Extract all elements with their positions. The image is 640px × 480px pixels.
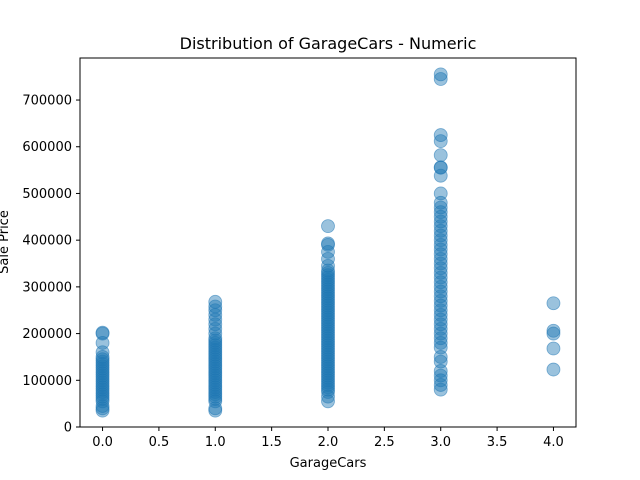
scatter-point [321, 236, 335, 251]
scatter-point [208, 331, 223, 346]
y-tick-label: 500000 [22, 187, 72, 202]
scatter-point [95, 345, 110, 360]
y-axis-label: Sale Price [0, 210, 12, 274]
scatter-point [208, 401, 223, 416]
scatter-point [95, 350, 110, 364]
x-tick-label: 3.5 [487, 435, 508, 450]
scatter-point [433, 293, 448, 308]
scatter-point [433, 128, 448, 142]
scatter-point [433, 200, 448, 215]
scatter-point [433, 312, 448, 327]
x-tick-label: 2.0 [318, 435, 339, 450]
x-tick-label: 1.0 [205, 435, 226, 450]
y-tick-label: 0 [64, 421, 72, 436]
scatter-point [433, 322, 448, 336]
scatter-point [433, 284, 448, 299]
scatter-point [546, 323, 561, 338]
scatter-point [433, 242, 448, 257]
scatter-point [433, 326, 448, 341]
scatter-point [208, 317, 223, 332]
scatter-point [433, 270, 448, 285]
y-tick-label: 300000 [22, 280, 72, 295]
scatter-point [208, 294, 223, 309]
scatter-point [433, 331, 448, 346]
y-tick-label: 200000 [22, 327, 72, 342]
scatter-point [433, 303, 448, 318]
scatter-point [433, 186, 448, 201]
scatter-point [433, 223, 448, 238]
scatter-point [433, 354, 448, 369]
scatter-point [433, 261, 448, 276]
scatter-point [208, 303, 223, 318]
scatter-point [433, 373, 448, 388]
x-tick-label: 1.5 [261, 435, 282, 450]
scatter-point [433, 134, 448, 149]
x-tick-label: 4.0 [543, 435, 564, 450]
scatter-point [433, 289, 448, 304]
scatter-point [433, 219, 448, 234]
scatter-point [433, 168, 448, 183]
scatter-point [433, 233, 448, 248]
scatter-point [433, 247, 448, 262]
scatter-point [433, 205, 448, 220]
scatter-point [321, 389, 335, 404]
x-axis-label: GarageCars [290, 456, 367, 471]
scatter-point [433, 378, 448, 392]
scatter-point [208, 322, 223, 336]
scatter-point [433, 214, 448, 229]
scatter-point [546, 296, 561, 311]
scatter-point [433, 364, 448, 378]
y-axis: 0 100000 200000 300000 400000 500000 600000 700… [22, 94, 80, 436]
scatter-point [546, 362, 561, 377]
scatter-point [433, 148, 448, 163]
scatter-point [208, 299, 223, 314]
scatter-point [433, 307, 448, 322]
scatter-point [321, 219, 335, 234]
scatter-point [321, 251, 335, 266]
scatter-point [433, 298, 448, 313]
scatter-point [95, 336, 110, 350]
scatter-point [433, 317, 448, 332]
scatter-point [95, 399, 110, 413]
x-tick-label: 0.5 [149, 435, 170, 450]
x-tick-label: 3.0 [430, 435, 451, 450]
scatter-point [433, 350, 448, 364]
scatter-point [433, 340, 448, 355]
scatter-point [321, 263, 335, 278]
scatter-point [321, 394, 335, 409]
scatter-point [95, 325, 110, 340]
scatter-point [433, 265, 448, 280]
scatter-point [321, 244, 335, 259]
x-axis: 0.0 0.5 1.0 1.5 2.0 2.5 3.0 3.5 4.0 [92, 427, 564, 450]
scatter-point [433, 382, 448, 397]
x-tick-label: 0.0 [92, 435, 113, 450]
scatter-point [433, 160, 448, 175]
x-tick-label: 2.5 [374, 435, 395, 450]
scatter-point [433, 209, 448, 224]
scatter-point [433, 279, 448, 294]
y-tick-label: 400000 [22, 234, 72, 249]
y-tick-label: 100000 [22, 374, 72, 389]
scatter-point [433, 368, 448, 383]
scatter-point [321, 258, 335, 273]
scatter-point [433, 228, 448, 243]
scatter-point [433, 237, 448, 252]
points-layer [95, 67, 561, 418]
scatter-point [208, 326, 223, 341]
chart-title: Distribution of GarageCars - Numeric [180, 34, 477, 53]
scatter-point [433, 67, 448, 82]
y-tick-label: 600000 [22, 140, 72, 155]
y-tick-label: 700000 [22, 94, 72, 109]
scatter-point [433, 72, 448, 86]
scatter-point [433, 336, 448, 350]
scatter-point [433, 195, 448, 210]
scatter-point [433, 251, 448, 266]
scatter-point [546, 341, 561, 356]
scatter-point [433, 275, 448, 290]
scatter-point [433, 256, 448, 271]
